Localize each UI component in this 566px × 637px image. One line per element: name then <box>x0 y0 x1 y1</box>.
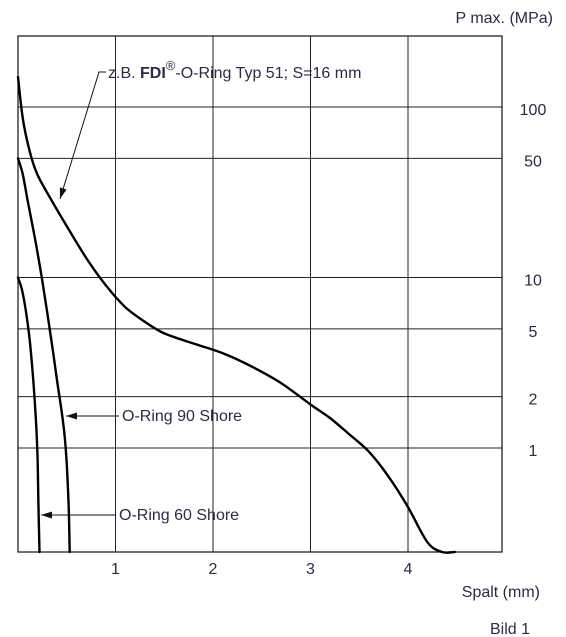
x-tick-label: 3 <box>306 561 315 578</box>
y-axis-label: P max. (MPa) <box>456 10 554 27</box>
curve-o-ring-90-shore <box>16 157 71 554</box>
x-tick-label: 2 <box>209 561 218 578</box>
figure-caption: Bild 1 <box>490 621 530 637</box>
x-tick-labels: 1 2 3 4 <box>111 561 413 578</box>
y-tick-label: 2 <box>529 392 538 409</box>
leader-fdi-o-ring <box>59 71 106 200</box>
leader-o-ring-60-shore-arrowhead <box>41 511 52 519</box>
annotations: z.B. FDI®-O-Ring Typ 51; S=16 mm O-Ring … <box>41 58 361 524</box>
curves <box>16 75 456 554</box>
y-tick-labels: 100 50 10 5 2 1 <box>520 102 547 460</box>
label-o-ring-60-shore: O-Ring 60 Shore <box>119 507 239 524</box>
leader-o-ring-90-shore-arrowhead <box>66 412 77 420</box>
label-o-ring-90-shore: O-Ring 90 Shore <box>122 408 242 425</box>
curve-fdi-o-ring-typ-51 <box>16 75 456 554</box>
x-tick-label: 4 <box>404 561 413 578</box>
x-axis-label: Spalt (mm) <box>462 584 540 601</box>
y-tick-label: 5 <box>529 324 538 341</box>
grid <box>18 36 502 552</box>
curve-o-ring-60-shore <box>16 276 41 554</box>
y-tick-label: 100 <box>520 102 547 119</box>
leader-fdi-o-ring-arrowhead <box>59 187 67 199</box>
label-fdi-o-ring: z.B. FDI®-O-Ring Typ 51; S=16 mm <box>108 58 361 82</box>
y-tick-label: 10 <box>524 273 542 290</box>
y-tick-label: 1 <box>529 443 538 460</box>
plot-frame <box>17 35 503 553</box>
x-tick-label: 1 <box>111 561 120 578</box>
y-tick-label: 50 <box>524 153 542 170</box>
